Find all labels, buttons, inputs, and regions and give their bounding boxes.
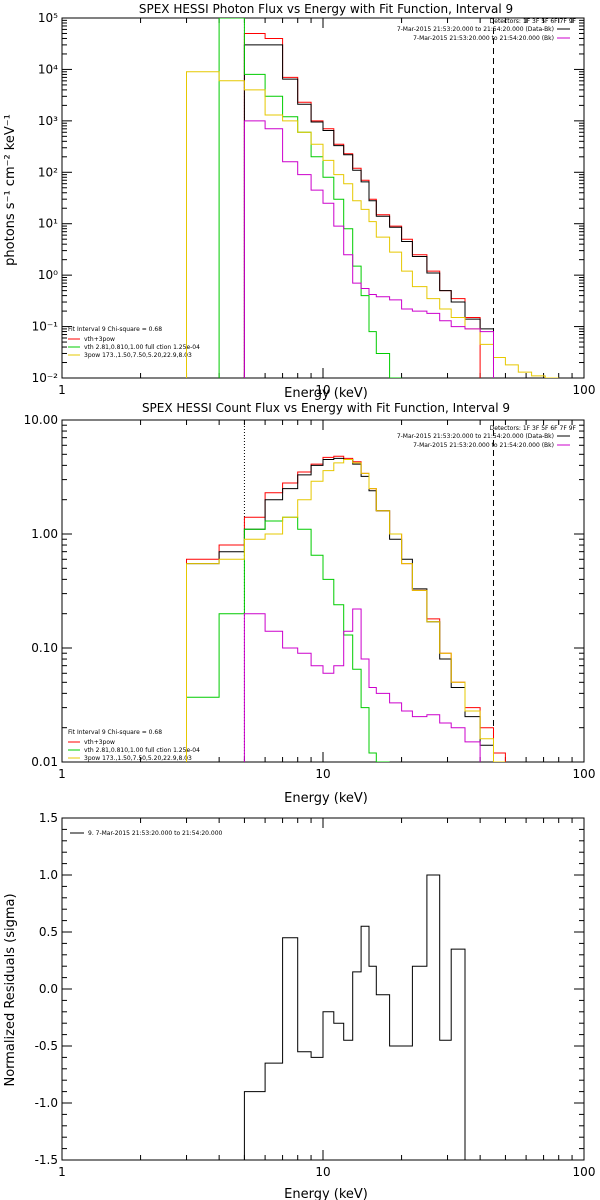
series-group bbox=[243, 874, 494, 1160]
x-tick-label: 10 bbox=[315, 383, 330, 397]
legend-label-data-bk: 7-Mar-2015 21:53:20.000 to 21:54:20.000 … bbox=[397, 26, 554, 33]
x-tick-label: 1 bbox=[58, 383, 66, 397]
count-flux-title: SPEX HESSI Count Flux vs Energy with Fit… bbox=[142, 401, 510, 415]
y-tick-label: 1.5 bbox=[39, 811, 58, 825]
series-line-vth-3pow bbox=[243, 33, 481, 378]
y-tick-label: 10⁻² bbox=[32, 371, 59, 385]
count-flux-detectors: Detectors: 1F 3F 5F 6F 7F 9F bbox=[490, 425, 577, 432]
y-tick-label: 10¹ bbox=[38, 217, 58, 231]
y-tick-label: 10⁵ bbox=[38, 11, 58, 25]
residuals-ylabel: Normalized Residuals (sigma) bbox=[3, 893, 18, 1086]
fit-info-line: vth+3pow bbox=[84, 336, 115, 343]
x-tick-label: 100 bbox=[573, 383, 596, 397]
photon-flux-title: SPEX HESSI Photon Flux vs Energy with Fi… bbox=[139, 2, 513, 16]
y-tick-label: -1.0 bbox=[35, 1096, 58, 1110]
residuals-xlabel: Energy (keV) bbox=[284, 1187, 368, 1200]
y-tick-label: 0.01 bbox=[31, 755, 58, 769]
series-line-3pow bbox=[186, 459, 506, 762]
y-tick-label: 10⁴ bbox=[38, 62, 58, 76]
x-tick-label: 1 bbox=[58, 767, 66, 781]
residuals-panel: Energy (keV) Normalized Residuals (sigma… bbox=[3, 811, 595, 1200]
series-line-data-bk bbox=[243, 44, 494, 378]
y-tick-label: 10⁰ bbox=[38, 268, 58, 282]
photon-flux-xlabel: Energy (keV) bbox=[284, 386, 368, 401]
series-line-vth bbox=[218, 18, 402, 378]
y-tick-label: 10² bbox=[38, 165, 58, 179]
fit-info-line: Fit Interval 9 Chi-square = 0.68 bbox=[68, 729, 162, 736]
legend-label-bk: 7-Mar-2015 21:53:20.000 to 21:54:20.000 … bbox=[413, 442, 554, 449]
x-tick-label: 10 bbox=[315, 1165, 330, 1179]
series-group bbox=[186, 420, 506, 762]
y-tick-label: 0.0 bbox=[39, 982, 58, 996]
x-tick-label: 10 bbox=[315, 767, 330, 781]
y-tick-label: 10³ bbox=[38, 114, 58, 128]
photon-flux-panel: SPEX HESSI Photon Flux vs Energy with Fi… bbox=[3, 2, 595, 401]
fit-info-line: Fit Interval 9 Chi-square = 0.68 bbox=[68, 326, 162, 333]
y-tick-label: 10.00 bbox=[24, 413, 58, 427]
plot-frame bbox=[61, 817, 585, 1161]
y-tick-label: 10⁻¹ bbox=[32, 320, 59, 334]
y-tick-label: -0.5 bbox=[35, 1039, 58, 1053]
photon-flux-legend: 7-Mar-2015 21:53:20.000 to 21:54:20.000 … bbox=[397, 26, 570, 42]
series-group bbox=[186, 18, 559, 378]
series-line-vth bbox=[186, 516, 390, 762]
x-tick-label: 100 bbox=[573, 767, 596, 781]
series-line-vth-3pow bbox=[186, 455, 506, 762]
fit-info-line: vth+3pow bbox=[84, 739, 115, 746]
x-tick-label: 1 bbox=[58, 1165, 66, 1179]
y-tick-label: -1.5 bbox=[35, 1153, 58, 1167]
series-line-bk bbox=[243, 608, 481, 762]
fit-info-line: vth 2.81,0.810,1.00 full ction 1.25e-04 bbox=[84, 344, 200, 351]
y-tick-label: 1.00 bbox=[31, 527, 58, 541]
count-flux-panel: SPEX HESSI Count Flux vs Energy with Fit… bbox=[24, 401, 596, 806]
y-tick-label: 0.10 bbox=[31, 641, 58, 655]
fit-info-line: 3pow 173.,1.50,7.50,5.20,22.9,8.03 bbox=[84, 755, 192, 762]
legend-label-bk: 7-Mar-2015 21:53:20.000 to 21:54:20.000 … bbox=[413, 35, 554, 42]
photon-flux-ylabel: photons s⁻¹ cm⁻² keV⁻¹ bbox=[3, 114, 18, 266]
legend-label-data-bk: 7-Mar-2015 21:53:20.000 to 21:54:20.000 … bbox=[397, 433, 554, 440]
count-flux-legend: 7-Mar-2015 21:53:20.000 to 21:54:20.000 … bbox=[397, 433, 570, 449]
y-tick-label: 1.0 bbox=[39, 868, 58, 882]
series-line-data-bk bbox=[186, 457, 506, 762]
x-tick-label: 100 bbox=[573, 1165, 596, 1179]
legend-label-residuals: 9. 7-Mar-2015 21:53:20.000 to 21:54:20.0… bbox=[88, 830, 223, 837]
fit-info-line: vth 2.81,0.810,1.00 full ction 1.25e-04 bbox=[84, 747, 200, 754]
series-line-series bbox=[243, 874, 494, 1160]
count-flux-fit-info: Fit Interval 9 Chi-square = 0.68 vth+3po… bbox=[68, 729, 200, 762]
y-tick-label: 0.5 bbox=[39, 925, 58, 939]
photon-flux-fit-info: Fit Interval 9 Chi-square = 0.68 vth+3po… bbox=[68, 326, 200, 359]
residuals-legend: 9. 7-Mar-2015 21:53:20.000 to 21:54:20.0… bbox=[70, 830, 223, 837]
count-flux-xlabel: Energy (keV) bbox=[284, 791, 368, 806]
photon-flux-detectors: Detectors: 1F 3F 5F 6F 7F 9F bbox=[490, 18, 577, 25]
series-line-bk bbox=[243, 120, 494, 378]
fit-info-line: 3pow 173.,1.50,7.50,5.20,22.9,8.03 bbox=[84, 352, 192, 359]
